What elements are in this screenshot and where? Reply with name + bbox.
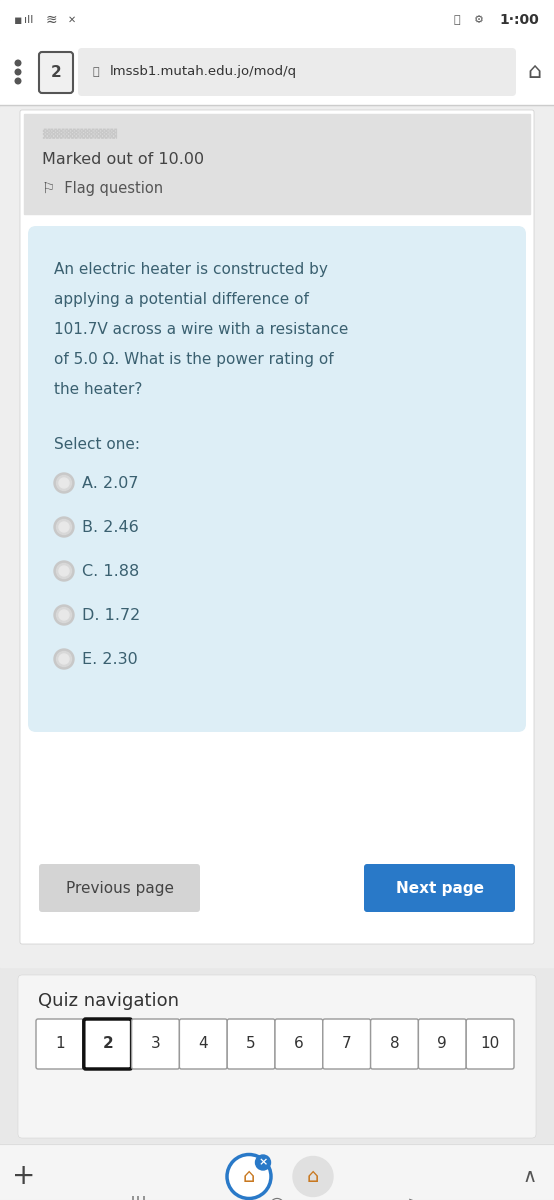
Text: 7: 7 [342, 1037, 351, 1051]
Text: |||: ||| [130, 1195, 147, 1200]
Circle shape [59, 522, 69, 532]
Text: ×: × [258, 1158, 268, 1168]
Text: 🔒: 🔒 [93, 67, 99, 77]
Circle shape [54, 649, 74, 670]
FancyBboxPatch shape [39, 52, 73, 92]
Text: the heater?: the heater? [54, 382, 142, 397]
Text: A. 2.07: A. 2.07 [82, 475, 138, 491]
Text: 8: 8 [389, 1037, 399, 1051]
Circle shape [57, 652, 71, 666]
Circle shape [54, 605, 74, 625]
Text: 10: 10 [480, 1037, 500, 1051]
Circle shape [57, 607, 71, 623]
Text: D. 1.72: D. 1.72 [82, 607, 140, 623]
Text: +: + [12, 1163, 35, 1190]
FancyBboxPatch shape [78, 48, 516, 96]
Text: ıll: ıll [24, 14, 33, 25]
Circle shape [54, 517, 74, 538]
Circle shape [293, 1157, 333, 1196]
FancyBboxPatch shape [275, 1019, 323, 1069]
Bar [0, 40, 554, 104]
Text: ▓▓▓▓▓▓▓▓▓▓: ▓▓▓▓▓▓▓▓▓▓ [42, 128, 117, 139]
Circle shape [54, 473, 74, 493]
Circle shape [59, 478, 69, 488]
Text: 🔋: 🔋 [454, 14, 460, 25]
Text: ⌂: ⌂ [527, 62, 541, 82]
FancyBboxPatch shape [84, 1019, 132, 1069]
FancyBboxPatch shape [18, 974, 536, 1138]
FancyBboxPatch shape [39, 864, 200, 912]
Text: 9: 9 [438, 1037, 447, 1051]
FancyBboxPatch shape [227, 1019, 275, 1069]
Text: lmssb1.mutah.edu.jo/mod/q: lmssb1.mutah.edu.jo/mod/q [110, 66, 297, 78]
Text: ⌂: ⌂ [243, 1166, 255, 1186]
Text: >: > [407, 1194, 424, 1200]
FancyBboxPatch shape [20, 110, 534, 944]
Text: 101.7V across a wire with a resistance: 101.7V across a wire with a resistance [54, 322, 348, 337]
Circle shape [59, 566, 69, 576]
Circle shape [57, 475, 71, 491]
Text: ⌂: ⌂ [307, 1166, 319, 1186]
Text: applying a potential difference of: applying a potential difference of [54, 292, 309, 307]
Text: 2: 2 [50, 65, 61, 80]
Text: 4: 4 [198, 1037, 208, 1051]
FancyBboxPatch shape [132, 1019, 179, 1069]
Text: ⚐  Flag question: ⚐ Flag question [42, 181, 163, 197]
Text: ⚙: ⚙ [474, 14, 484, 25]
Bar [24, 114, 530, 214]
Circle shape [57, 520, 71, 534]
Text: Marked out of 10.00: Marked out of 10.00 [42, 151, 204, 167]
FancyBboxPatch shape [371, 1019, 418, 1069]
FancyBboxPatch shape [323, 1019, 371, 1069]
Text: ≋: ≋ [46, 13, 58, 26]
Circle shape [15, 70, 21, 74]
Text: B. 2.46: B. 2.46 [82, 520, 138, 534]
Text: 1: 1 [55, 1037, 65, 1051]
Text: Quiz navigation: Quiz navigation [38, 992, 179, 1010]
Text: C. 1.88: C. 1.88 [82, 564, 139, 578]
Text: Previous page: Previous page [65, 881, 173, 895]
FancyBboxPatch shape [418, 1019, 466, 1069]
Circle shape [59, 610, 69, 620]
Circle shape [57, 564, 71, 578]
Text: 5: 5 [247, 1037, 256, 1051]
Circle shape [255, 1154, 270, 1170]
Text: An electric heater is constructed by: An electric heater is constructed by [54, 262, 328, 277]
FancyBboxPatch shape [28, 226, 526, 732]
Text: Select one:: Select one: [54, 437, 140, 452]
Bar [0, 107, 554, 967]
Circle shape [54, 560, 74, 581]
Text: E. 2.30: E. 2.30 [82, 652, 138, 666]
Bar [0, 1144, 554, 1200]
FancyBboxPatch shape [466, 1019, 514, 1069]
Text: ✕: ✕ [68, 14, 76, 25]
Text: 3: 3 [151, 1037, 160, 1051]
Circle shape [15, 78, 21, 84]
Bar [0, 0, 554, 40]
Text: ▪: ▪ [14, 13, 23, 26]
Text: 6: 6 [294, 1037, 304, 1051]
Text: 1·:00: 1·:00 [499, 13, 539, 26]
Text: of 5.0 Ω. What is the power rating of: of 5.0 Ω. What is the power rating of [54, 352, 334, 367]
Text: ○: ○ [268, 1194, 286, 1200]
Circle shape [227, 1154, 271, 1199]
Text: Next page: Next page [396, 881, 484, 895]
FancyBboxPatch shape [36, 1019, 84, 1069]
Text: ∧: ∧ [523, 1166, 537, 1186]
Text: 2: 2 [102, 1037, 113, 1051]
Circle shape [15, 60, 21, 66]
FancyBboxPatch shape [179, 1019, 227, 1069]
FancyBboxPatch shape [364, 864, 515, 912]
Circle shape [59, 654, 69, 664]
